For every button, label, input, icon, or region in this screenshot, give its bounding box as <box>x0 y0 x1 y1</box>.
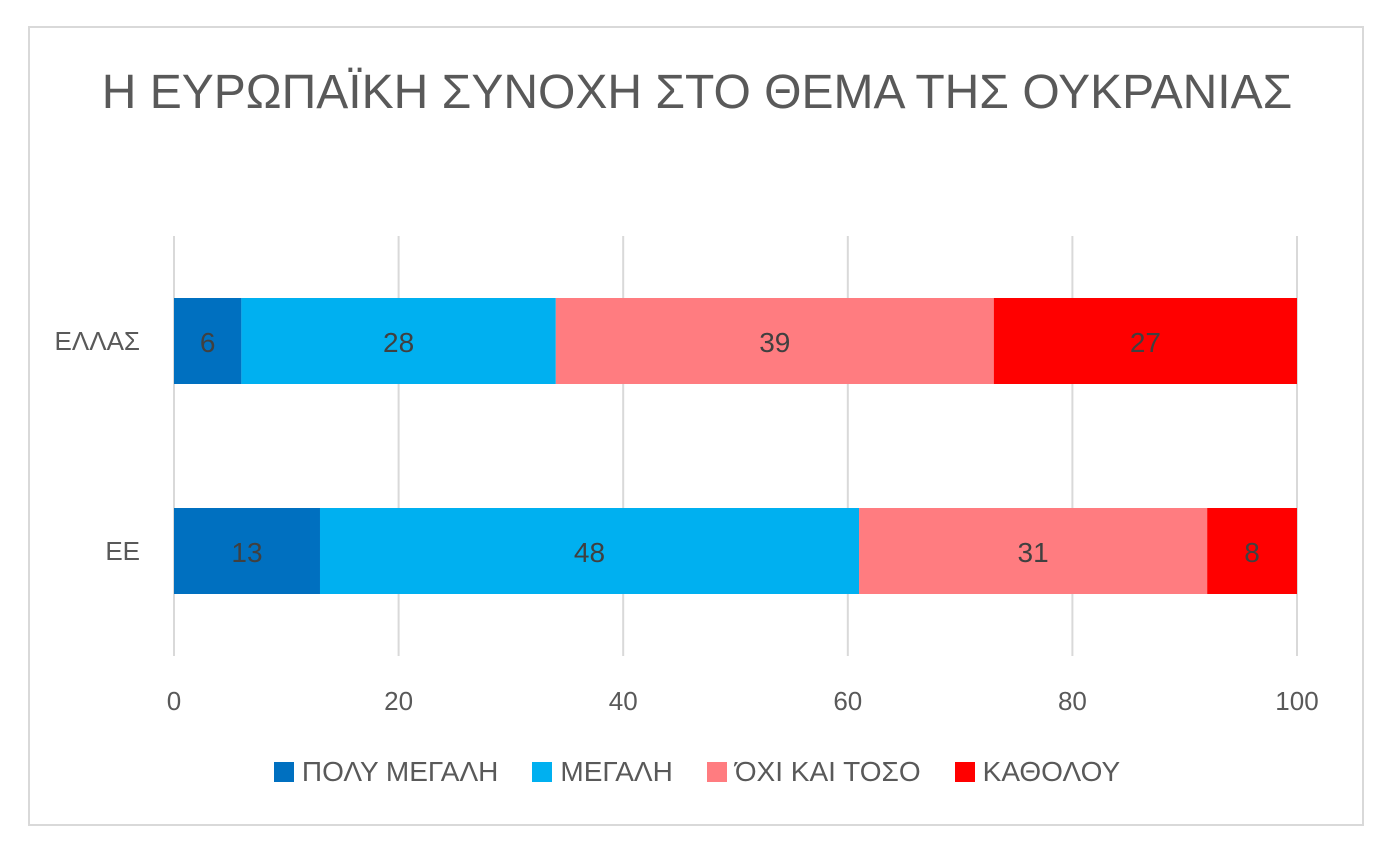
bar-segment <box>174 508 320 594</box>
data-label: 6 <box>200 327 216 358</box>
bar-segment <box>859 508 1208 594</box>
legend: ΠΟΛΥ ΜΕΓΑΛΗ ΜΕΓΑΛΗ ΌΧΙ ΚΑΙ ΤΟΣΟ ΚΑΘΟΛΟΥ <box>0 752 1394 792</box>
x-tick-label: 80 <box>1058 686 1087 716</box>
legend-swatch <box>954 762 975 782</box>
legend-swatch <box>532 762 553 782</box>
legend-label: ΠΟΛΥ ΜΕΓΑΛΗ <box>301 756 499 787</box>
legend-label: ΚΑΘΟΛΟΥ <box>982 756 1121 787</box>
x-tick-label: 40 <box>609 686 638 716</box>
data-label: 13 <box>231 537 262 568</box>
data-label: 31 <box>1018 537 1049 568</box>
data-label: 27 <box>1130 327 1161 358</box>
category-label: ΕΕ <box>105 536 140 566</box>
legend-item: ΜΕΓΑΛΗ <box>532 752 673 792</box>
legend-item: ΠΟΛΥ ΜΕΓΑΛΗ <box>273 752 499 792</box>
bar-segment <box>1207 508 1297 594</box>
legend-swatch <box>273 762 294 782</box>
x-tick-label: 20 <box>384 686 413 716</box>
legend-swatch <box>706 762 727 782</box>
bar-segment <box>993 298 1297 384</box>
data-label: 48 <box>574 537 605 568</box>
x-tick-label: 100 <box>1275 686 1318 716</box>
legend-item: ΌΧΙ ΚΑΙ ΤΟΣΟ <box>706 752 921 792</box>
data-label: 8 <box>1244 537 1260 568</box>
bar-segment <box>241 298 556 384</box>
data-label: 28 <box>383 327 414 358</box>
legend-item: ΚΑΘΟΛΟΥ <box>954 752 1121 792</box>
category-label: ΕΛΛΑΣ <box>55 326 141 356</box>
bar-segment <box>174 298 242 384</box>
legend-label: ΌΧΙ ΚΑΙ ΤΟΣΟ <box>734 756 921 787</box>
bar-segment <box>319 508 860 594</box>
legend-label: ΜΕΓΑΛΗ <box>560 756 673 787</box>
chart-frame <box>28 26 1364 826</box>
data-label: 39 <box>759 327 790 358</box>
bar-segment <box>555 298 994 384</box>
x-tick-label: 0 <box>167 686 181 716</box>
chart-title: Η ΕΥΡΩΠΑΪΚΗ ΣΥΝΟΧΗ ΣΤΟ ΘΕΜΑ ΤΗΣ ΟΥΚΡΑΝΙΑ… <box>101 66 1293 119</box>
x-tick-label: 60 <box>833 686 862 716</box>
